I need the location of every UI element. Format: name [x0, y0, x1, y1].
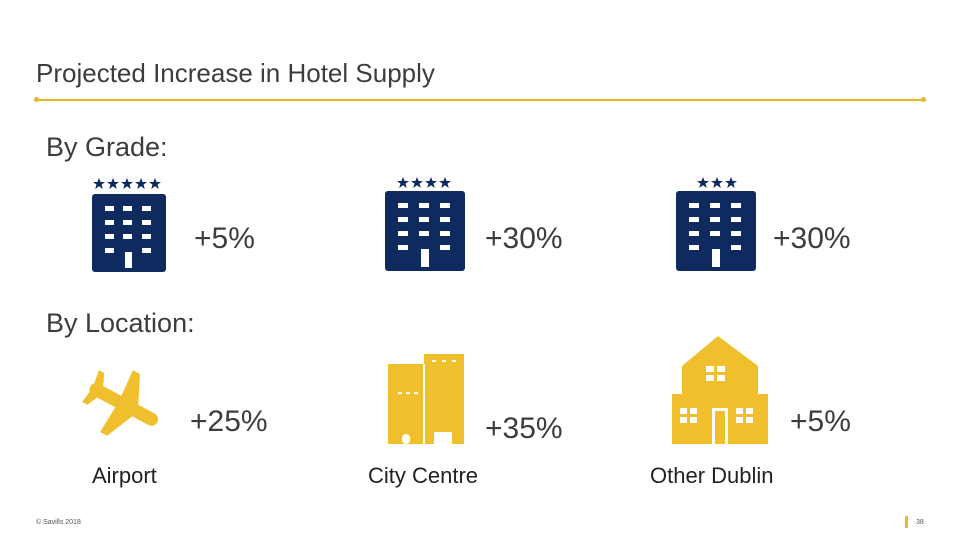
page-number: 38 — [916, 519, 924, 526]
divider-dot-right — [921, 97, 926, 102]
stars-4 — [397, 177, 451, 188]
grade-5-star-value: +5% — [194, 222, 255, 255]
footer-accent-bar — [905, 516, 908, 528]
location-city-centre-label: City Centre — [368, 463, 479, 488]
section-heading-grade: By Grade: — [46, 132, 168, 162]
house-icon — [672, 336, 768, 444]
airplane-icon — [81, 370, 159, 436]
location-other-dublin-value: +5% — [790, 405, 851, 438]
section-heading-location: By Location: — [46, 308, 195, 338]
grade-4-star-value: +30% — [485, 222, 563, 255]
grade-3-star-value: +30% — [773, 222, 851, 255]
location-airport-label: Airport — [92, 463, 157, 488]
location-city-centre-value: +35% — [485, 412, 563, 445]
hotel-5-star-icon — [92, 178, 166, 272]
divider-dot-left — [34, 97, 39, 102]
stars-3 — [697, 177, 737, 188]
hotel-3-star-icon — [676, 177, 756, 271]
stars-5 — [93, 178, 161, 189]
location-airport-value: +25% — [190, 405, 268, 438]
city-buildings-icon — [388, 354, 464, 444]
page-title: Projected Increase in Hotel Supply — [36, 58, 435, 88]
title-divider — [36, 99, 924, 101]
copyright-text: © Savills 2018 — [36, 519, 81, 526]
location-other-dublin-label: Other Dublin — [650, 463, 774, 488]
hotel-4-star-icon — [385, 177, 465, 271]
